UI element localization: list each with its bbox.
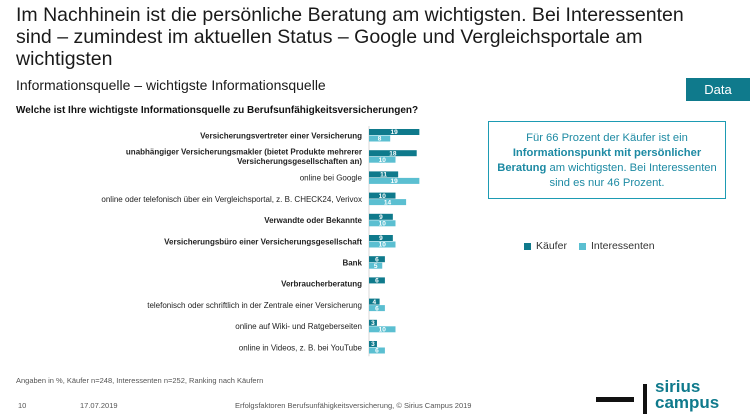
bar-kaeufer [369, 150, 417, 157]
page-number: 10 [18, 401, 27, 410]
legend-label-interessenten: Interessenten [590, 240, 655, 252]
bar-interessenten [369, 135, 391, 142]
data-label: 10 [379, 327, 387, 334]
data-label: 3 [371, 320, 375, 327]
data-label: 6 [375, 256, 379, 263]
bar-kaeufer [369, 171, 399, 178]
data-label: 19 [391, 178, 399, 185]
legend-swatch-kaeufer [524, 242, 531, 250]
bar-interessenten [369, 241, 396, 248]
data-label: 4 [372, 299, 376, 306]
data-label: 8 [378, 136, 382, 143]
logo-bar [596, 397, 634, 402]
bar-kaeufer [369, 129, 420, 135]
chart-title: Welche ist Ihre wichtigste Informationsq… [16, 105, 419, 116]
category-label: Bank [342, 258, 362, 267]
category-label: telefonisch oder schriftlich in der Zent… [147, 301, 362, 310]
footer-date: 17.07.2019 [80, 401, 118, 410]
data-label: 10 [379, 221, 387, 228]
bar-interessenten [369, 347, 385, 354]
callout-text-2: am wichtigsten. Bei Interessenten sind e… [546, 162, 717, 189]
bar-interessenten [369, 199, 407, 206]
bar-interessenten [369, 220, 396, 227]
legend-item-kaeufer: Käufer [524, 240, 567, 252]
data-label: 3 [371, 341, 375, 348]
legend-item-interessenten: Interessenten [578, 240, 655, 252]
data-label: 9 [379, 235, 383, 242]
category-label: Verbraucherberatung [281, 280, 362, 289]
legend: Käufer Interessenten [524, 240, 655, 252]
category-label: Versicherungsvertreter einer Versicherun… [200, 131, 362, 140]
category-label: Versicherungsgesellschaften an) [237, 157, 362, 166]
bar-interessenten [369, 262, 383, 269]
bar-kaeufer [369, 256, 385, 263]
category-label: unabhängiger Versicherungsmakler (bietet… [126, 148, 362, 157]
logo-mark [643, 384, 647, 414]
logo-line-1: sirius [655, 377, 701, 396]
category-label: online auf Wiki- und Ratgeberseiten [235, 322, 362, 331]
bar-kaeufer [369, 298, 380, 305]
data-label: 10 [379, 157, 387, 164]
bar-kaeufer [369, 235, 393, 241]
data-label: 11 [380, 172, 387, 179]
bar-kaeufer [369, 319, 377, 326]
legend-label-kaeufer: Käufer [536, 240, 567, 252]
callout-box: Für 66 Prozent der Käufer ist ein Inform… [488, 121, 726, 199]
data-label: 10 [379, 193, 387, 200]
callout-text-strong: Informationspunkt mit persönlicher Berat… [497, 147, 702, 174]
data-label: 19 [391, 129, 399, 136]
bar-kaeufer [369, 213, 393, 220]
data-label: 18 [389, 150, 397, 157]
data-tab[interactable]: Data [686, 78, 750, 101]
data-label: 14 [384, 199, 392, 206]
category-label: online bei Google [300, 174, 363, 183]
logo-line-2: campus [655, 393, 720, 412]
category-label: online oder telefonisch über ein Verglei… [101, 195, 362, 204]
callout-text-1: Für 66 Prozent der Käufer ist ein [526, 132, 688, 144]
bar-interessenten [369, 305, 385, 312]
data-label: 6 [375, 305, 379, 312]
bar-kaeufer [369, 277, 385, 284]
data-label: 9 [379, 214, 383, 221]
category-label: Versicherungsbüro einer Versicherungsges… [164, 237, 362, 246]
category-label: online in Videos, z. B. bei YouTube [239, 343, 363, 352]
subtitle: Informationsquelle – wichtigste Informat… [16, 77, 326, 93]
bar-interessenten [369, 326, 396, 333]
legend-swatch-interessenten [578, 242, 586, 250]
bar-interessenten [369, 156, 396, 163]
bar-kaeufer [369, 341, 377, 347]
footnote: Angaben in %, Käufer n=248, Interessente… [16, 376, 264, 385]
category-label: Verwandte oder Bekannte [264, 216, 362, 225]
headline: Im Nachhinein ist die persönliche Beratu… [16, 4, 684, 70]
bar-kaeufer [369, 192, 396, 199]
data-label: 10 [379, 242, 387, 249]
data-label: 6 [375, 348, 379, 355]
logo: sirius campus [655, 377, 720, 412]
footer-source: Erfolgsfaktoren Berufsunfähigkeitsversic… [235, 401, 472, 410]
bar-interessenten [369, 177, 420, 184]
data-label: 5 [374, 263, 378, 270]
data-label: 6 [375, 278, 379, 285]
